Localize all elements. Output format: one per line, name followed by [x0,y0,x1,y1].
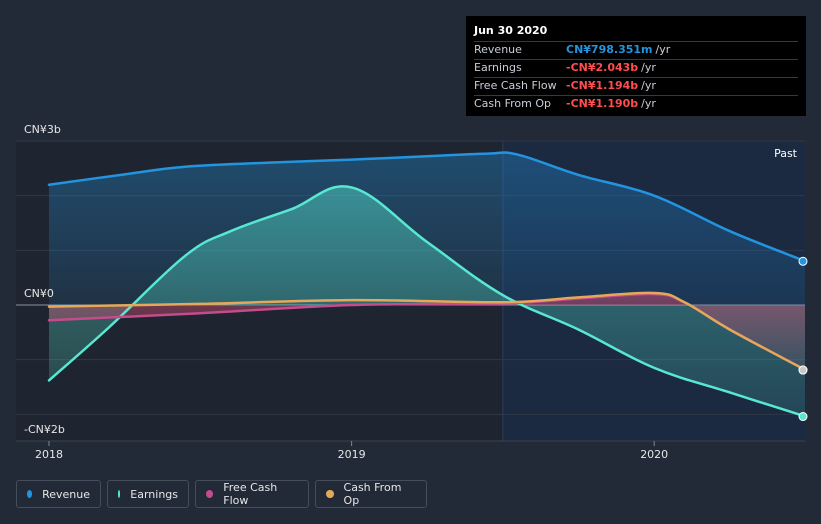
tooltip-row-revenue: Revenue CN¥798.351m /yr [474,42,798,60]
legend: Revenue Earnings Free Cash Flow Cash Fro… [16,480,427,510]
legend-label: Earnings [130,487,178,501]
tooltip: Jun 30 2020 Revenue CN¥798.351m /yr Earn… [466,16,806,116]
tooltip-unit: /yr [641,97,656,110]
earnings-end-marker [798,412,808,422]
tooltip-label: Free Cash Flow [474,79,557,92]
tooltip-label: Earnings [474,61,522,74]
legend-label: Revenue [42,487,90,501]
tooltip-unit: /yr [655,43,671,56]
legend-item-free-cash-flow[interactable]: Free Cash Flow [195,480,309,508]
x-tick-label: 2019 [338,448,366,461]
y-tick-label: CN¥0 [24,287,54,300]
legend-label: Cash From Op [343,481,402,507]
legend-dot-icon [326,490,334,498]
x-tick-label: 2020 [640,448,668,461]
tooltip-unit: /yr [641,61,656,74]
cash-from-op-line [47,291,805,372]
y-tick-label: CN¥3b [24,123,61,136]
revenue-end-marker [798,256,808,266]
cash-from-op-end-marker [798,365,808,375]
earnings-line [47,185,805,418]
tooltip-row-cash-from-op: Cash From Op -CN¥1.190b /yr [474,96,798,113]
legend-item-cash-from-op[interactable]: Cash From Op [315,480,427,508]
tooltip-value: -CN¥1.194b [566,79,639,92]
legend-dot-icon [27,490,33,498]
tooltip-date: Jun 30 2020 [474,24,798,42]
tooltip-label: Revenue [474,43,522,56]
legend-dot-icon [118,490,121,498]
past-label: Past [774,147,798,160]
y-tick-label: -CN¥2b [24,423,65,436]
tooltip-row-earnings: Earnings -CN¥2.043b /yr [474,60,798,78]
tooltip-unit: /yr [641,79,656,92]
tooltip-value: -CN¥2.043b [566,61,639,74]
tooltip-value: CN¥798.351m [566,43,653,56]
revenue-line [47,151,805,263]
x-tick-label: 2018 [35,448,63,461]
tooltip-label: Cash From Op [474,97,552,110]
legend-dot-icon [206,490,214,498]
tooltip-row-free-cash-flow: Free Cash Flow -CN¥1.194b /yr [474,78,798,96]
legend-item-revenue[interactable]: Revenue [16,480,101,508]
tooltip-value: -CN¥1.190b [566,97,639,110]
legend-item-earnings[interactable]: Earnings [107,480,189,508]
legend-label: Free Cash Flow [223,481,278,507]
